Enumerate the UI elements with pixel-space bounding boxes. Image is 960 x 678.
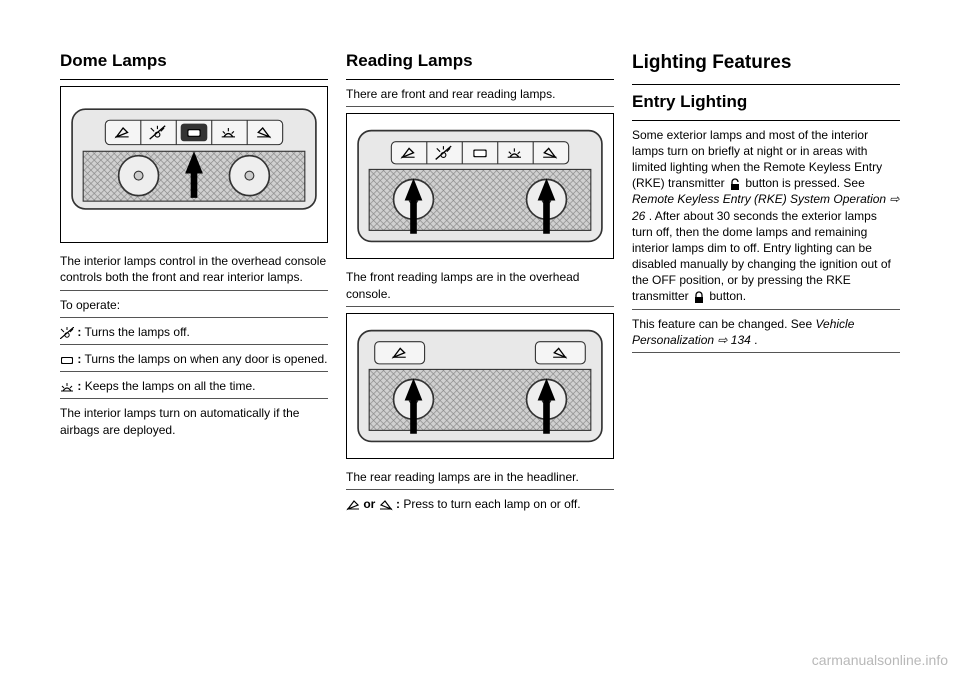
- divider: [632, 352, 900, 353]
- divider: [632, 309, 900, 310]
- text: . After about 30 seconds the exterior la…: [632, 209, 891, 304]
- figure-rear-reading: [346, 313, 614, 459]
- divider: [346, 306, 614, 307]
- text: The rear reading lamps are in the headli…: [346, 469, 614, 485]
- divider: [346, 106, 614, 107]
- lock-icon: [692, 291, 706, 303]
- text: To operate:: [60, 297, 328, 313]
- text: Turns the lamps on when any door is open…: [84, 352, 327, 366]
- item-reading-toggle: or : Press to turn each lamp on or off.: [346, 496, 614, 512]
- heading-entry-lighting: Entry Lighting: [632, 91, 900, 114]
- text: button.: [709, 289, 746, 303]
- text: .: [754, 333, 757, 347]
- column-2: Reading Lamps There are front and rear r…: [346, 50, 614, 516]
- reading-lamp-right-icon: [379, 499, 393, 511]
- heading-reading-lamps: Reading Lamps: [346, 50, 614, 73]
- lamp-on-icon: [60, 381, 74, 393]
- divider: [346, 489, 614, 490]
- page-columns: Dome Lamps The interior l: [60, 50, 900, 516]
- divider: [60, 344, 328, 345]
- divider: [60, 317, 328, 318]
- item-on: : Keeps the lamps on all the time.: [60, 378, 328, 394]
- divider: [60, 79, 328, 80]
- reading-lamp-left-icon: [346, 499, 360, 511]
- door-icon: [60, 354, 74, 366]
- text-personalization: This feature can be changed. See Vehicle…: [632, 316, 900, 348]
- text: button is pressed. See: [745, 176, 864, 190]
- text: Press to turn each lamp on or off.: [403, 497, 580, 511]
- text: Turns the lamps off.: [84, 325, 189, 339]
- unlock-icon: [728, 178, 742, 190]
- text-or: or: [363, 497, 378, 511]
- divider: [346, 79, 614, 80]
- watermark: carmanualsonline.info: [812, 651, 948, 670]
- item-off: : Turns the lamps off.: [60, 324, 328, 340]
- divider: [632, 84, 900, 85]
- heading-lighting-features: Lighting Features: [632, 50, 900, 76]
- divider: [60, 398, 328, 399]
- text: The front reading lamps are in the overh…: [346, 269, 614, 301]
- text: There are front and rear reading lamps.: [346, 86, 614, 102]
- lamp-off-icon: [60, 327, 74, 339]
- text: This feature can be changed. See: [632, 317, 815, 331]
- text: The interior lamps turn on automatically…: [60, 405, 328, 437]
- text-entry-lighting: Some exterior lamps and most of the inte…: [632, 127, 900, 305]
- text: Keeps the lamps on all the time.: [85, 379, 256, 393]
- divider: [60, 290, 328, 291]
- item-door: : Turns the lamps on when any door is op…: [60, 351, 328, 367]
- text: The interior lamps control in the overhe…: [60, 253, 328, 285]
- figure-front-reading: [346, 113, 614, 259]
- column-3: Lighting Features Entry Lighting Some ex…: [632, 50, 900, 516]
- divider: [632, 120, 900, 121]
- figure-dome-console: [60, 86, 328, 243]
- divider: [60, 371, 328, 372]
- heading-dome-lamps: Dome Lamps: [60, 50, 328, 73]
- column-1: Dome Lamps The interior l: [60, 50, 328, 516]
